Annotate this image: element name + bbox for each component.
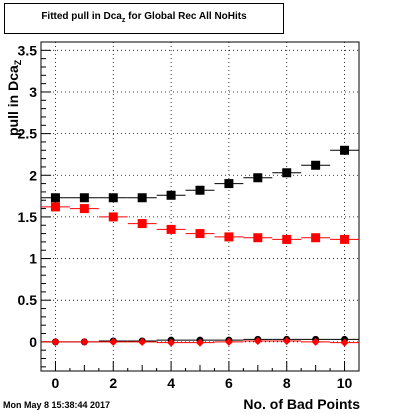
title-prefix: Fitted pull in Dca <box>41 11 122 22</box>
title-suffix: for Global Rec All NoHits <box>125 11 247 22</box>
y-tick-label: 2.5 <box>18 126 38 142</box>
data-point-diamond <box>109 337 118 346</box>
y-tick-label: 1 <box>29 251 37 267</box>
data-point-diamond <box>340 338 349 347</box>
chart-title: Fitted pull in Dcaz for Global Rec All N… <box>5 11 283 24</box>
title-subscript: z <box>121 17 126 24</box>
data-point-square <box>108 212 118 222</box>
data-point-square <box>50 202 60 212</box>
data-point-square <box>340 234 350 244</box>
x-tick-label: 2 <box>109 375 117 391</box>
x-tick-label: 10 <box>337 375 353 391</box>
data-point-diamond <box>80 337 89 346</box>
data-point-square <box>137 219 147 229</box>
data-point-square <box>311 233 321 243</box>
data-point-square <box>195 185 205 195</box>
data-point-square <box>340 145 350 155</box>
data-point-square <box>108 193 118 203</box>
data-point-diamond <box>196 338 204 347</box>
y-axis-label-subscript: Z <box>13 59 23 66</box>
data-point-square <box>195 229 205 239</box>
data-point-square <box>79 204 89 214</box>
data-point-square <box>224 232 234 242</box>
data-point-square <box>253 173 263 183</box>
data-point-square <box>166 190 176 200</box>
data-point-square <box>224 179 234 189</box>
datestamp: Mon May 8 15:38:44 2017 <box>3 400 111 410</box>
title-box: Fitted pull in Dcaz for Global Rec All N… <box>4 3 284 34</box>
x-tick-label: 6 <box>225 375 233 391</box>
x-tick-label: 8 <box>283 375 291 391</box>
data-point-square <box>79 193 89 203</box>
data-point-square <box>166 224 176 234</box>
data-point-square <box>253 233 263 243</box>
data-point-square <box>311 160 321 170</box>
x-tick-label: 4 <box>167 375 175 391</box>
y-tick-label: 3 <box>29 84 37 100</box>
data-point-diamond <box>253 337 262 346</box>
plot-frame <box>40 41 360 372</box>
x-axis-label: No. of Bad Points <box>243 396 360 412</box>
y-tick-label: 3.5 <box>18 42 38 58</box>
y-tick-label: 1.5 <box>18 209 38 225</box>
y-tick-label: 0.5 <box>18 292 38 308</box>
data-point-diamond <box>224 337 233 346</box>
data-point-square <box>137 193 147 203</box>
data-point-diamond <box>311 337 320 346</box>
x-tick-label: 0 <box>52 375 60 391</box>
data-point-diamond <box>51 337 60 346</box>
y-tick-label: 0 <box>29 334 37 350</box>
y-tick-label: 2 <box>29 167 37 183</box>
data-point-diamond <box>167 338 176 347</box>
data-point-square <box>50 193 60 203</box>
data-point-square <box>282 168 292 178</box>
data-point-square <box>282 234 292 244</box>
y-axis-label-main: pull in Dca <box>5 65 21 136</box>
y-axis-label: pull in DcaZ <box>5 60 23 136</box>
data-point-diamond <box>138 337 147 346</box>
data-point-diamond <box>282 337 291 346</box>
